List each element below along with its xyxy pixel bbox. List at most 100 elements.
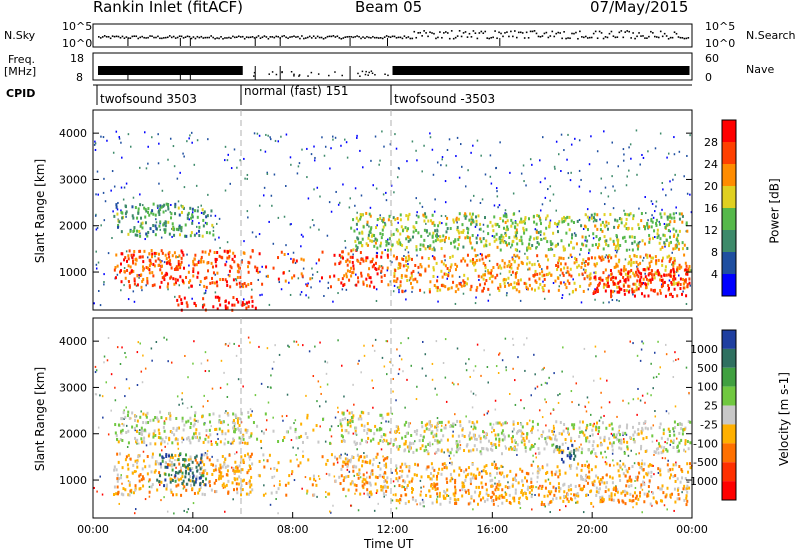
range-cell bbox=[160, 465, 163, 469]
range-cell bbox=[369, 429, 372, 433]
range-cell bbox=[673, 153, 676, 156]
range-cell bbox=[125, 250, 128, 253]
range-cell bbox=[204, 452, 207, 455]
range-cell bbox=[609, 269, 612, 273]
range-cell bbox=[356, 134, 358, 137]
range-cell bbox=[97, 193, 99, 196]
range-cell bbox=[191, 297, 193, 300]
range-cell bbox=[510, 282, 513, 286]
range-cell bbox=[595, 486, 598, 490]
range-cell bbox=[235, 482, 238, 486]
range-cell bbox=[511, 256, 514, 259]
range-cell bbox=[584, 213, 587, 217]
range-cell bbox=[478, 258, 481, 262]
range-cell bbox=[457, 434, 460, 438]
range-cell bbox=[159, 436, 162, 440]
nsky-point bbox=[303, 37, 305, 40]
range-cell bbox=[186, 213, 189, 217]
range-cell bbox=[423, 219, 426, 223]
range-cell bbox=[254, 306, 257, 310]
range-cell bbox=[133, 426, 136, 430]
range-cell bbox=[248, 464, 251, 468]
range-cell bbox=[638, 452, 640, 455]
range-cell bbox=[232, 418, 235, 422]
range-cell bbox=[586, 215, 589, 219]
range-cell bbox=[424, 267, 427, 271]
range-cell bbox=[157, 419, 160, 423]
range-cell bbox=[429, 136, 432, 139]
range-cell bbox=[226, 306, 229, 310]
range-cell bbox=[349, 197, 352, 200]
range-cell bbox=[518, 220, 521, 224]
range-cell bbox=[320, 392, 322, 395]
range-cell bbox=[246, 177, 248, 180]
nsky-point bbox=[387, 35, 390, 38]
range-cell bbox=[548, 224, 551, 228]
range-cell bbox=[294, 262, 297, 265]
range-cell bbox=[189, 279, 192, 283]
range-cell bbox=[273, 467, 276, 471]
range-cell bbox=[243, 281, 246, 285]
range-cell bbox=[404, 442, 407, 446]
nsky-point bbox=[640, 35, 642, 37]
range-cell bbox=[224, 465, 227, 469]
range-cell bbox=[475, 223, 478, 227]
range-cell bbox=[543, 447, 546, 451]
range-cell bbox=[380, 488, 383, 492]
range-cell bbox=[342, 412, 345, 416]
range-cell bbox=[134, 206, 137, 210]
range-cell bbox=[403, 254, 405, 257]
range-cell bbox=[548, 429, 551, 433]
range-cell bbox=[140, 285, 143, 289]
range-cell bbox=[452, 492, 455, 496]
range-cell bbox=[670, 292, 673, 296]
range-cell bbox=[396, 176, 399, 179]
range-cell bbox=[423, 449, 426, 453]
range-cell bbox=[248, 300, 251, 304]
range-cell bbox=[631, 290, 634, 294]
range-cell bbox=[133, 512, 136, 515]
range-cell bbox=[533, 288, 536, 292]
range-cell bbox=[132, 261, 135, 265]
range-cell bbox=[393, 485, 396, 488]
range-cell bbox=[683, 279, 686, 283]
range-cell bbox=[575, 257, 578, 261]
range-cell bbox=[359, 492, 362, 496]
range-cell bbox=[235, 465, 238, 469]
range-cell bbox=[493, 204, 496, 207]
range-cell bbox=[163, 440, 166, 444]
range-cell bbox=[361, 480, 364, 484]
range-cell bbox=[613, 435, 616, 439]
range-cell bbox=[247, 270, 250, 274]
range-cell bbox=[145, 266, 148, 270]
range-cell bbox=[107, 336, 110, 339]
range-cell bbox=[258, 204, 261, 207]
range-cell bbox=[550, 437, 553, 441]
range-cell bbox=[342, 460, 345, 464]
range-cell bbox=[592, 237, 595, 240]
range-cell bbox=[193, 340, 195, 343]
range-cell bbox=[627, 284, 630, 288]
range-cell bbox=[291, 276, 294, 280]
range-cell bbox=[485, 279, 488, 283]
range-cell bbox=[640, 272, 643, 276]
range-cell bbox=[185, 465, 188, 469]
range-cell bbox=[605, 283, 608, 287]
range-cell bbox=[638, 421, 641, 425]
range-cell bbox=[205, 231, 208, 235]
range-cell bbox=[457, 238, 460, 242]
range-cell bbox=[441, 238, 444, 242]
range-cell bbox=[650, 463, 653, 467]
range-cell bbox=[608, 254, 611, 258]
range-cell bbox=[474, 225, 477, 228]
range-cell bbox=[227, 429, 230, 433]
range-cell bbox=[120, 280, 123, 284]
range-cell bbox=[583, 261, 586, 264]
range-cell bbox=[585, 436, 588, 440]
range-cell bbox=[129, 489, 132, 493]
range-cell bbox=[652, 256, 655, 260]
range-cell bbox=[182, 458, 185, 462]
range-cell bbox=[467, 449, 470, 453]
nsky-point bbox=[614, 36, 617, 39]
range-cell bbox=[637, 263, 640, 267]
